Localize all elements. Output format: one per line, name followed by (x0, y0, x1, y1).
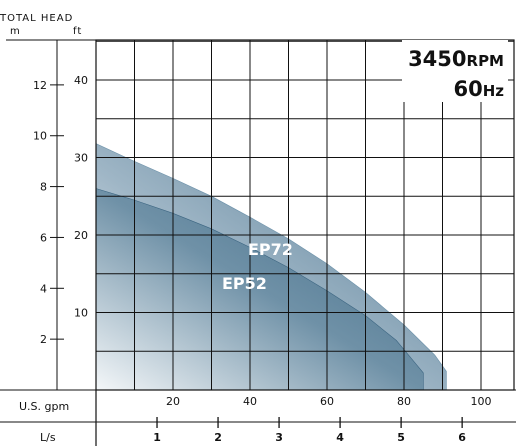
ft-tick-label: 40 (74, 74, 88, 87)
m-tick-label: 2 (40, 333, 47, 346)
series-areas (95, 143, 447, 391)
gpm-tick-label: 100 (471, 395, 492, 408)
gpm-tick-label: 40 (243, 395, 257, 408)
axis-title-gpm: U.S. gpm (19, 400, 69, 413)
ft-axis-ticks: 10 20 30 40 (74, 74, 88, 320)
speed-badge: 3450RPM 60Hz (402, 40, 508, 102)
series-label-ep72: EP72 (248, 240, 293, 259)
m-tick-label: 12 (33, 79, 47, 92)
plot-frame (0, 39, 516, 446)
ft-tick-label: 10 (74, 307, 88, 320)
speed-badge-box (402, 40, 508, 102)
gpm-tick-label: 20 (166, 395, 180, 408)
ls-tick-label: 6 (458, 431, 466, 444)
axis-unit-m: m (10, 26, 21, 37)
m-tick-label: 8 (40, 181, 47, 194)
gpm-tick-label: 80 (397, 395, 411, 408)
series-area-ep52 (95, 188, 424, 391)
m-axis-ticks: 2 4 6 8 10 12 (33, 79, 64, 346)
gpm-axis-ticks: 20 40 60 80 100 (166, 395, 492, 408)
ft-tick-label: 20 (74, 229, 88, 242)
gpm-tick-label: 60 (320, 395, 334, 408)
m-tick-label: 4 (40, 282, 47, 295)
ls-tick-label: 2 (214, 431, 222, 444)
ls-tick-label: 1 (153, 431, 161, 444)
series-label-ep52: EP52 (222, 274, 267, 293)
ls-tick-label: 4 (336, 431, 344, 444)
axis-title-ls: L/s (40, 431, 56, 444)
ls-tick-label: 5 (397, 431, 405, 444)
ft-tick-label: 30 (74, 152, 88, 165)
m-tick-label: 6 (40, 231, 47, 244)
axis-title-head: TOTAL HEAD (0, 13, 73, 24)
m-tick-label: 10 (33, 130, 47, 143)
speed-badge-rpm: 3450RPM (408, 47, 504, 71)
axis-unit-ft: ft (73, 26, 82, 37)
speed-badge-hz: 60Hz (453, 77, 504, 101)
ls-axis-ticks: 1234567 (153, 417, 466, 444)
ls-tick-label: 3 (275, 431, 283, 444)
